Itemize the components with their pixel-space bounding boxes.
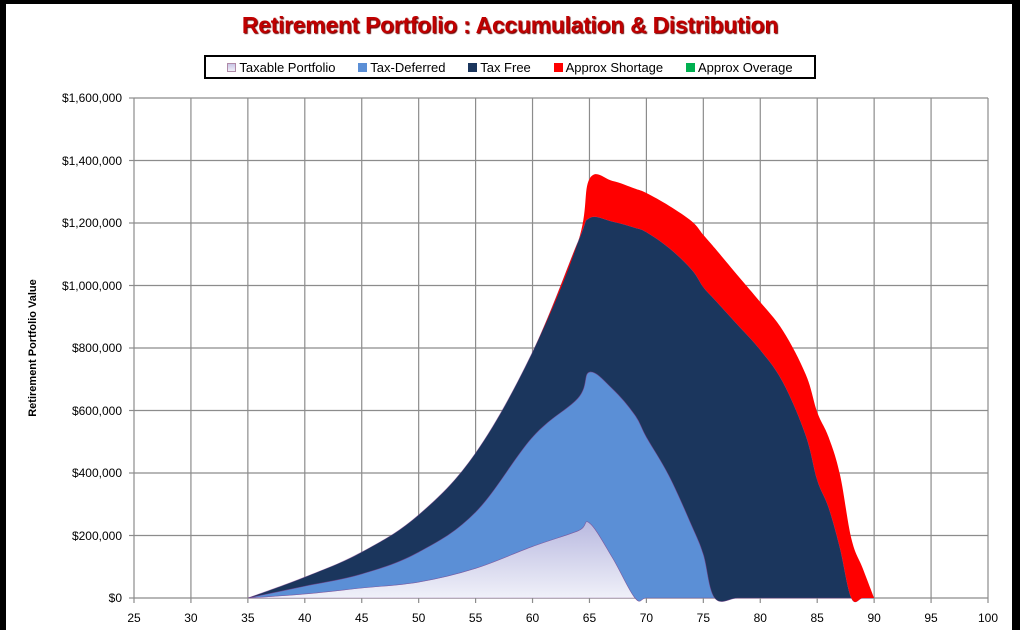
legend-label: Approx Shortage xyxy=(565,59,664,75)
x-tick-label: 95 xyxy=(924,611,938,625)
axes xyxy=(129,97,989,603)
x-tick-label: 55 xyxy=(468,611,483,625)
y-tick-label: $400,000 xyxy=(71,466,122,480)
legend-label: Tax-Deferred xyxy=(370,59,446,75)
legend-label: Taxable Portfolio xyxy=(239,59,336,75)
stacked-areas xyxy=(247,174,875,603)
x-tick-label: 90 xyxy=(867,611,881,625)
frame-border-right xyxy=(1012,0,1020,630)
x-tick-label: 30 xyxy=(184,611,198,625)
legend-swatch-shortage xyxy=(553,62,563,72)
legend-label: Tax Free xyxy=(480,59,531,75)
legend-swatch-tax-free xyxy=(468,62,478,72)
y-tick-label: $600,000 xyxy=(71,403,122,418)
x-tick-label: 25 xyxy=(127,611,141,625)
frame-border-left xyxy=(0,0,6,630)
x-tick-label: 35 xyxy=(241,611,255,625)
x-tick-label: 70 xyxy=(639,611,654,625)
legend-swatch-taxable xyxy=(227,62,237,72)
chart-legend: Taxable Portfolio Tax-Deferred Tax Free … xyxy=(204,55,816,79)
legend-item-tax-deferred: Tax-Deferred xyxy=(358,60,445,75)
y-tick-label: $0 xyxy=(108,591,122,605)
legend-item-overage: Approx Overage xyxy=(685,59,793,75)
y-tick-label: $200,000 xyxy=(71,528,122,543)
y-tick-label: $1,600,000 xyxy=(61,91,122,105)
legend-label: Approx Overage xyxy=(697,59,793,75)
x-tick-label: 40 xyxy=(298,611,312,625)
legend-item-tax-free: Tax Free xyxy=(468,60,531,75)
legend-item-shortage: Approx Shortage xyxy=(553,59,664,75)
x-tick-label: 50 xyxy=(411,611,426,625)
frame-border-top xyxy=(0,0,1020,4)
y-tick-label: $1,400,000 xyxy=(61,153,122,168)
x-tick-label: 65 xyxy=(582,611,597,625)
x-tick-label: 80 xyxy=(753,611,767,625)
x-tick-label: 60 xyxy=(525,611,540,625)
x-tick-label: 45 xyxy=(355,611,369,625)
x-tick-label: 100 xyxy=(977,611,999,625)
y-tick-label: $800,000 xyxy=(71,341,122,355)
y-tick-label: $1,200,000 xyxy=(61,216,122,230)
area-shortage xyxy=(247,174,875,602)
x-tick-label: 75 xyxy=(696,611,711,625)
legend-swatch-overage xyxy=(685,62,695,72)
legend-item-taxable: Taxable Portfolio xyxy=(227,59,336,75)
y-tick-label: $1,000,000 xyxy=(61,278,122,293)
x-tick-label: 85 xyxy=(810,611,824,625)
legend-swatch-tax-deferred xyxy=(358,62,368,72)
chart-title: Retirement Portfolio : Accumulation & Di… xyxy=(241,12,779,38)
